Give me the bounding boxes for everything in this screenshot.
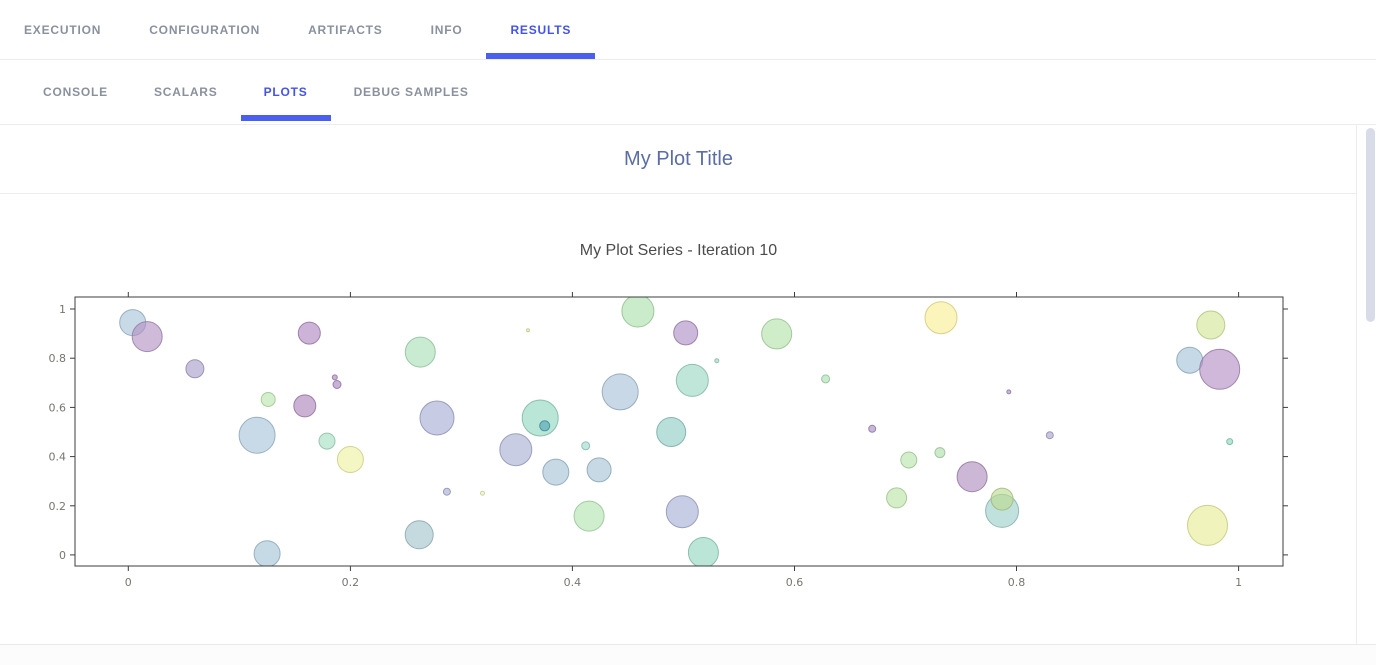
data-point <box>1187 504 1228 546</box>
data-point <box>404 336 436 368</box>
plot-frame <box>74 296 1284 567</box>
svg-text:0.8: 0.8 <box>1008 576 1026 589</box>
tab-configuration[interactable]: CONFIGURATION <box>125 0 284 59</box>
plot-title: My Plot Title <box>624 147 733 170</box>
svg-text:0: 0 <box>125 576 132 589</box>
data-point <box>675 363 709 397</box>
svg-text:0: 0 <box>59 549 66 562</box>
data-point <box>990 487 1014 511</box>
data-point <box>1045 431 1054 440</box>
data-point <box>581 441 591 451</box>
tab-label: CONFIGURATION <box>149 22 261 37</box>
svg-text:0.6: 0.6 <box>49 401 67 414</box>
data-point <box>1006 389 1012 395</box>
data-point <box>521 399 559 437</box>
data-point <box>131 321 163 353</box>
data-point <box>573 500 605 532</box>
svg-text:0.2: 0.2 <box>49 500 67 513</box>
chart-series-title: My Plot Series - Iteration 10 <box>579 242 778 259</box>
tab-label: EXECUTION <box>24 22 102 37</box>
data-point <box>886 487 908 509</box>
next-section-background <box>0 645 1376 665</box>
data-point <box>900 451 918 469</box>
tab-label: DEBUG SAMPLES <box>353 85 469 99</box>
data-point <box>297 321 321 345</box>
tab-results[interactable]: RESULTS <box>486 0 596 59</box>
data-point <box>868 424 877 433</box>
subtab-scalars[interactable]: SCALARS <box>131 60 241 124</box>
data-point <box>586 457 612 483</box>
data-point <box>821 374 831 384</box>
tab-info[interactable]: INFO <box>407 0 487 59</box>
tab-execution[interactable]: EXECUTION <box>0 0 125 59</box>
data-point <box>1176 346 1204 374</box>
data-point <box>293 394 317 418</box>
svg-text:0.8: 0.8 <box>49 352 67 365</box>
tab-label: PLOTS <box>263 85 308 99</box>
data-point <box>526 328 530 333</box>
bubble-series <box>119 297 1241 566</box>
data-point <box>665 495 699 529</box>
svg-text:0.4: 0.4 <box>564 576 582 589</box>
tab-label: CONSOLE <box>43 85 108 99</box>
data-point <box>687 537 719 566</box>
axis-ticks <box>70 292 1288 571</box>
data-point <box>924 301 958 335</box>
data-point <box>480 490 485 496</box>
svg-text:0.4: 0.4 <box>49 451 67 464</box>
subtab-debug-samples[interactable]: DEBUG SAMPLES <box>331 60 492 124</box>
subtab-plots[interactable]: PLOTS <box>240 60 331 124</box>
data-point <box>336 446 364 473</box>
data-point <box>442 487 451 496</box>
chart-card: My Plot Series - Iteration 10 0 0.2 0.4 0.6… <box>0 194 1357 644</box>
data-point <box>253 540 281 566</box>
data-point <box>956 461 988 493</box>
svg-text:0.2: 0.2 <box>342 576 360 589</box>
bottom-divider <box>0 644 1376 645</box>
results-sub-tab-bar: CONSOLE SCALARS PLOTS DEBUG SAMPLES <box>0 60 1376 125</box>
data-point <box>185 359 205 379</box>
subtab-console[interactable]: CONSOLE <box>20 60 131 124</box>
svg-text:1: 1 <box>59 303 66 316</box>
data-point <box>419 400 455 436</box>
data-point <box>1226 438 1234 446</box>
data-point <box>601 373 639 411</box>
tab-label: INFO <box>430 22 463 37</box>
data-point <box>331 374 338 381</box>
vertical-scrollbar[interactable] <box>1364 125 1376 644</box>
tab-label: RESULTS <box>510 22 572 37</box>
data-point <box>542 458 570 486</box>
data-point <box>761 318 793 350</box>
main-tab-bar: EXECUTION CONFIGURATION ARTIFACTS INFO RESUL… <box>0 0 1376 60</box>
data-point <box>1196 310 1226 340</box>
bubble-chart[interactable]: 0 0.2 0.4 0.6 0.8 1 0 0.2 0.4 0.6 0.8 1 <box>0 194 1357 644</box>
content-right-border <box>1356 125 1357 644</box>
tab-label: SCALARS <box>153 85 218 99</box>
axis-tick-labels: 0 0.2 0.4 0.6 0.8 1 0 0.2 0.4 0.6 0.8 1 <box>49 303 1243 589</box>
data-point <box>332 380 342 389</box>
data-point <box>539 420 551 432</box>
tab-label: ARTIFACTS <box>308 22 383 37</box>
data-point <box>673 320 699 346</box>
data-point <box>656 417 687 447</box>
data-point <box>260 392 276 407</box>
data-point <box>621 297 655 328</box>
data-point <box>714 358 720 364</box>
scrollbar-thumb[interactable] <box>1366 128 1375 322</box>
data-point <box>318 432 336 450</box>
svg-text:1: 1 <box>1235 576 1242 589</box>
data-point <box>1199 348 1241 390</box>
data-point <box>934 447 946 459</box>
tab-artifacts[interactable]: ARTIFACTS <box>284 0 407 59</box>
data-point <box>238 416 276 454</box>
data-point <box>499 433 533 467</box>
data-point <box>404 520 434 550</box>
active-tab-underline <box>240 115 331 121</box>
svg-text:0.6: 0.6 <box>786 576 804 589</box>
plot-title-bar: My Plot Title <box>0 125 1357 194</box>
active-tab-underline <box>486 53 596 59</box>
